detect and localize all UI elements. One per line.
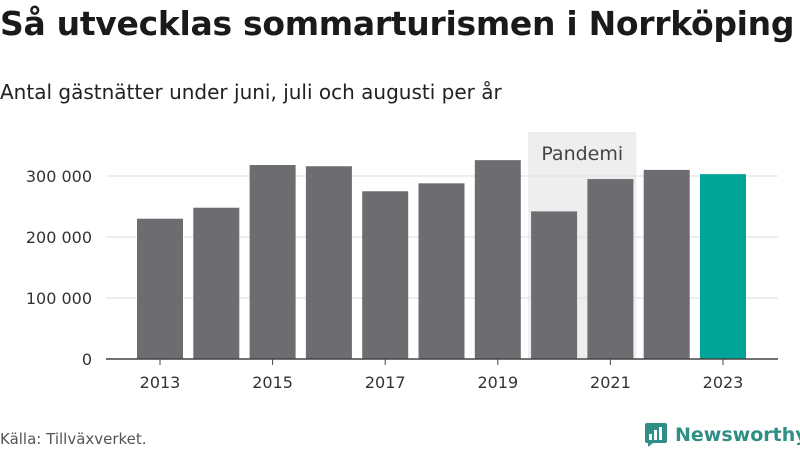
- x-tick-label: 2017: [365, 373, 406, 392]
- bar-2022: [643, 169, 690, 359]
- chart-title: Så utvecklas sommarturismen i Norrköping: [0, 4, 795, 43]
- bar-chart: Pandemi 0 100 000 200 000 300 000 2013 2015 201…: [26, 132, 778, 392]
- bar-2020: [531, 211, 578, 359]
- chart-subtitle: Antal gästnätter under juni, juli och au…: [0, 80, 502, 104]
- y-tick-label: 200 000: [26, 228, 92, 247]
- bar-2018: [418, 183, 465, 359]
- newsworthy-logo: Newsworthy: [644, 421, 800, 449]
- x-tick-label: 2019: [477, 373, 518, 392]
- x-tick-label: 2015: [252, 373, 293, 392]
- x-tick-label: 2021: [590, 373, 631, 392]
- bar-2017: [362, 191, 409, 359]
- bar-2016: [305, 166, 352, 359]
- bar-2014: [193, 207, 240, 359]
- bar-2023: [700, 174, 746, 359]
- y-tick-label: 0: [82, 350, 92, 369]
- y-tick-label: 300 000: [26, 167, 92, 186]
- newsworthy-logo-icon: [645, 423, 667, 447]
- bar-2015: [249, 165, 296, 359]
- brand-name: Newsworthy: [675, 424, 800, 446]
- bar-2021: [587, 179, 634, 359]
- y-tick-label: 100 000: [26, 289, 92, 308]
- source-note: Källa: Tillväxverket.: [0, 430, 147, 448]
- pandemic-label: Pandemi: [541, 143, 623, 165]
- bar-2013: [137, 218, 183, 359]
- bar-2019: [474, 160, 521, 359]
- x-tick-label: 2013: [140, 373, 181, 392]
- x-tick-label: 2023: [703, 373, 744, 392]
